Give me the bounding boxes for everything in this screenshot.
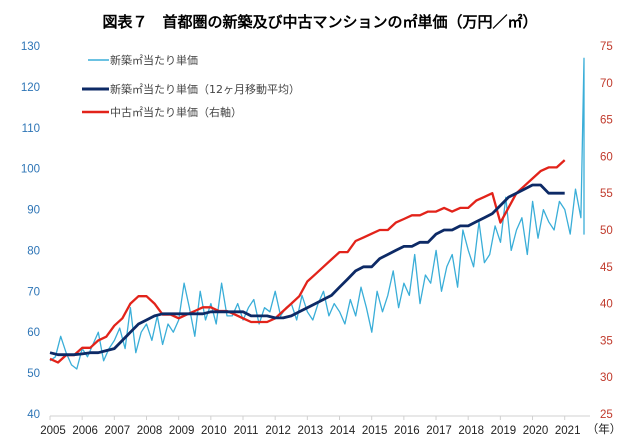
y-left-tick-label: 70 xyxy=(27,286,40,298)
x-tick-label: 2007 xyxy=(105,425,131,437)
x-tick-label: 2020 xyxy=(523,425,549,437)
x-tick-label: 2015 xyxy=(362,425,388,437)
y-right-tick-label: 40 xyxy=(600,299,613,311)
y-left-tick-label: 120 xyxy=(21,82,40,94)
series-lines xyxy=(49,57,585,370)
x-axis: 2005 2006 2007 2008 2009 2010 2011 2012 2013 2014… xyxy=(40,415,622,437)
legend-label-new: 新築㎡当たり単価 xyxy=(110,53,198,67)
y-right-tick-label: 50 xyxy=(600,225,613,237)
x-tick-label: 2010 xyxy=(201,425,227,437)
y-left-tick-label: 50 xyxy=(27,368,40,380)
legend-label-used: 中古㎡当たり単価（右軸） xyxy=(110,105,242,119)
y-right-tick-label: 30 xyxy=(600,372,613,384)
x-tick-label: 2011 xyxy=(234,425,259,437)
y-left-tick-label: 130 xyxy=(21,41,40,53)
y-left-tick-label: 110 xyxy=(22,123,40,135)
series-line-new-moving-average xyxy=(49,183,565,357)
y-left-tick-label: 100 xyxy=(21,164,40,176)
y-right-tick-label: 35 xyxy=(600,335,613,347)
x-tick-label: 2005 xyxy=(40,425,66,437)
chart-title: 図表７ 首都圏の新築及び中古マンションの㎡単価（万円／㎡） xyxy=(102,13,537,31)
y-left-tick-label: 80 xyxy=(27,245,40,257)
x-tick-label: 2021 xyxy=(555,425,581,437)
x-axis-label: （年） xyxy=(587,422,622,436)
y-right-tick-label: 60 xyxy=(600,151,613,163)
x-tick-label: 2006 xyxy=(72,425,98,437)
y-axis-right: 25 30 35 40 45 50 55 60 65 70 75 xyxy=(600,41,613,421)
y-right-tick-label: 65 xyxy=(600,115,613,127)
x-tick-label: 2009 xyxy=(169,425,195,437)
x-tick-label: 2012 xyxy=(265,425,291,437)
x-tick-label: 2019 xyxy=(491,425,517,437)
y-right-tick-label: 45 xyxy=(600,262,613,274)
y-right-tick-label: 75 xyxy=(600,41,613,53)
y-left-tick-label: 90 xyxy=(27,205,40,217)
x-tick-label: 2014 xyxy=(330,425,356,437)
x-tick-label: 2013 xyxy=(298,425,324,437)
y-left-tick-label: 60 xyxy=(27,327,40,339)
series-line-new xyxy=(49,57,585,370)
y-left-tick-label: 40 xyxy=(27,409,40,421)
y-right-tick-label: 25 xyxy=(600,409,613,421)
y-axis-left: 40 50 60 70 80 90 100 110 120 130 xyxy=(21,41,40,421)
series-line-used xyxy=(49,159,566,364)
legend: 新築㎡当たり単価 新築㎡当たり単価（12ヶ月移動平均） 中古㎡当たり単価（右軸） xyxy=(82,53,300,119)
y-right-tick-label: 55 xyxy=(600,188,613,200)
x-tick-label: 2018 xyxy=(458,425,484,437)
x-tick-label: 2008 xyxy=(137,425,163,437)
legend-label-new-ma: 新築㎡当たり単価（12ヶ月移動平均） xyxy=(110,82,300,96)
x-tick-label: 2017 xyxy=(426,425,452,437)
x-tick-label: 2016 xyxy=(394,425,420,437)
y-right-tick-label: 70 xyxy=(600,78,613,90)
